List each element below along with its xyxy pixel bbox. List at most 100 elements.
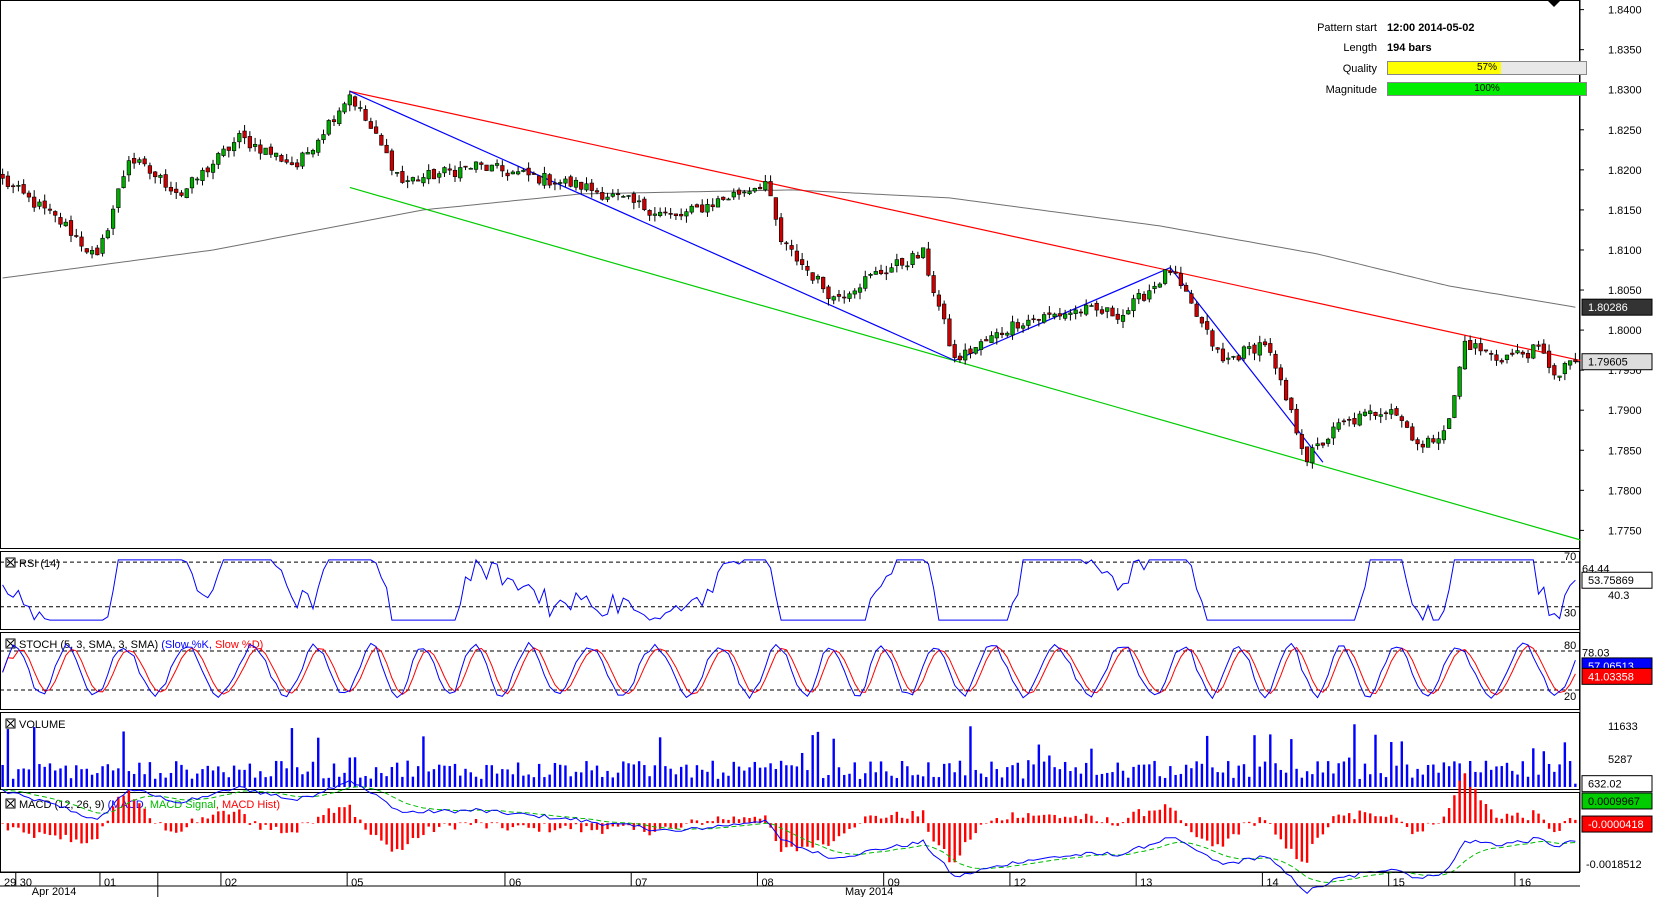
macd-legend-2: , MACD Hist) bbox=[216, 799, 280, 811]
candle-body bbox=[715, 198, 721, 208]
candle-body bbox=[1510, 352, 1515, 355]
candle-body bbox=[915, 255, 920, 259]
volume-bar bbox=[511, 774, 515, 787]
ma-value-tag: 1.80286 bbox=[1588, 302, 1628, 314]
price-tick-label: 1.8300 bbox=[1608, 85, 1642, 97]
candle-body bbox=[1042, 314, 1047, 323]
macd-hist-bar bbox=[1263, 820, 1267, 824]
macd-hist-bar bbox=[664, 823, 667, 827]
macd-hist-bar bbox=[779, 823, 783, 852]
x-day-label: 05 bbox=[351, 877, 363, 889]
volume-bar bbox=[1179, 773, 1183, 787]
volume-bar bbox=[1253, 735, 1256, 787]
candle-body bbox=[384, 144, 389, 154]
rsi-title: RSI (14) bbox=[19, 558, 60, 570]
macd-hist-bar bbox=[701, 823, 704, 825]
candle-body bbox=[200, 169, 205, 181]
volume-bar bbox=[1300, 777, 1304, 787]
candle-body bbox=[452, 169, 458, 177]
volume-bar bbox=[580, 772, 583, 787]
volume-bar bbox=[301, 774, 304, 787]
macd-hist-bar bbox=[706, 820, 709, 824]
candle-body bbox=[921, 247, 926, 258]
volume-bar bbox=[622, 761, 625, 787]
price-tick-label: 1.8350 bbox=[1608, 45, 1642, 57]
candle-body bbox=[857, 287, 863, 293]
candle-body bbox=[989, 335, 994, 343]
macd-hist-bar bbox=[1090, 815, 1093, 824]
candle-body bbox=[1147, 290, 1152, 300]
volume-bar bbox=[774, 769, 778, 787]
macd-hist-bar bbox=[522, 823, 525, 826]
macd-hist-bar bbox=[185, 823, 188, 828]
macd-hist-bar bbox=[1442, 816, 1446, 824]
volume-bar bbox=[942, 763, 946, 787]
macd-hist-bar bbox=[274, 823, 278, 827]
macd-hist-bar bbox=[1316, 823, 1319, 838]
volume-bar bbox=[1027, 760, 1030, 787]
volume-bar bbox=[685, 764, 688, 787]
macd-hist-bar bbox=[590, 823, 593, 831]
macd-hist-bar bbox=[816, 823, 820, 841]
volume-bar bbox=[974, 769, 977, 787]
candle-body bbox=[563, 178, 568, 184]
macd-hist-bar bbox=[1426, 822, 1430, 824]
candle-body bbox=[757, 186, 763, 190]
candle-body bbox=[800, 259, 805, 265]
macd-hist-bar bbox=[290, 823, 294, 833]
macd-hist-bar bbox=[1048, 814, 1051, 824]
candle-body bbox=[321, 134, 326, 141]
candle-body bbox=[284, 159, 289, 163]
macd-hist-bar bbox=[453, 823, 457, 830]
macd-hist-bar bbox=[348, 804, 351, 824]
price-tick-label: 1.8050 bbox=[1608, 285, 1642, 297]
macd-hist-bar bbox=[527, 823, 530, 828]
macd-hist-bar bbox=[927, 823, 930, 832]
volume-bar bbox=[290, 728, 294, 787]
macd-hist-bar bbox=[96, 823, 99, 840]
volume-bar bbox=[569, 776, 572, 787]
candle-body bbox=[463, 165, 468, 168]
volume-bar bbox=[821, 778, 825, 787]
volume-bar bbox=[1279, 769, 1283, 787]
volume-bar bbox=[995, 769, 998, 787]
volume-bar bbox=[1421, 774, 1425, 787]
volume-bar bbox=[374, 767, 378, 787]
macd-hist-bar bbox=[948, 823, 951, 863]
macd-hist-bar bbox=[837, 823, 841, 837]
candle-body bbox=[68, 220, 74, 236]
macd-hist-bar bbox=[1358, 810, 1361, 824]
macd-hist-bar bbox=[411, 823, 415, 839]
macd-hist-bar bbox=[243, 814, 246, 824]
candle-body bbox=[1331, 426, 1336, 439]
macd-hist-bar bbox=[1563, 821, 1567, 824]
candle-body bbox=[1231, 356, 1236, 358]
macd-hist-bar bbox=[574, 823, 578, 825]
candle-body bbox=[1289, 397, 1294, 411]
candle-body bbox=[931, 275, 936, 293]
candle-body bbox=[1431, 438, 1436, 443]
candle-body bbox=[694, 204, 700, 208]
candle-body bbox=[405, 180, 410, 182]
candle-body bbox=[700, 204, 705, 213]
volume-bar bbox=[1495, 766, 1498, 787]
volume-bar bbox=[1490, 769, 1493, 787]
candle-body bbox=[300, 152, 305, 167]
macd-hist-bar bbox=[953, 823, 956, 863]
macd-hist-bar bbox=[332, 812, 336, 824]
volume-bar bbox=[295, 767, 299, 787]
stoch-level-label: 80 bbox=[1564, 640, 1576, 652]
macd-hist-bar bbox=[1347, 813, 1351, 824]
candle-body bbox=[1036, 319, 1041, 321]
candle-body bbox=[447, 168, 452, 171]
macd-hist-bar bbox=[743, 817, 746, 824]
candle-body bbox=[11, 185, 16, 188]
candle-body bbox=[63, 221, 68, 227]
candle-body bbox=[1168, 271, 1173, 273]
candle-body bbox=[53, 211, 58, 216]
macd-hist-bar bbox=[438, 823, 441, 827]
scroll-marker-icon bbox=[1548, 1, 1560, 7]
macd-hist-bar bbox=[138, 803, 141, 824]
volume-bar bbox=[985, 777, 988, 787]
macd-hist-bar bbox=[1290, 823, 1293, 849]
